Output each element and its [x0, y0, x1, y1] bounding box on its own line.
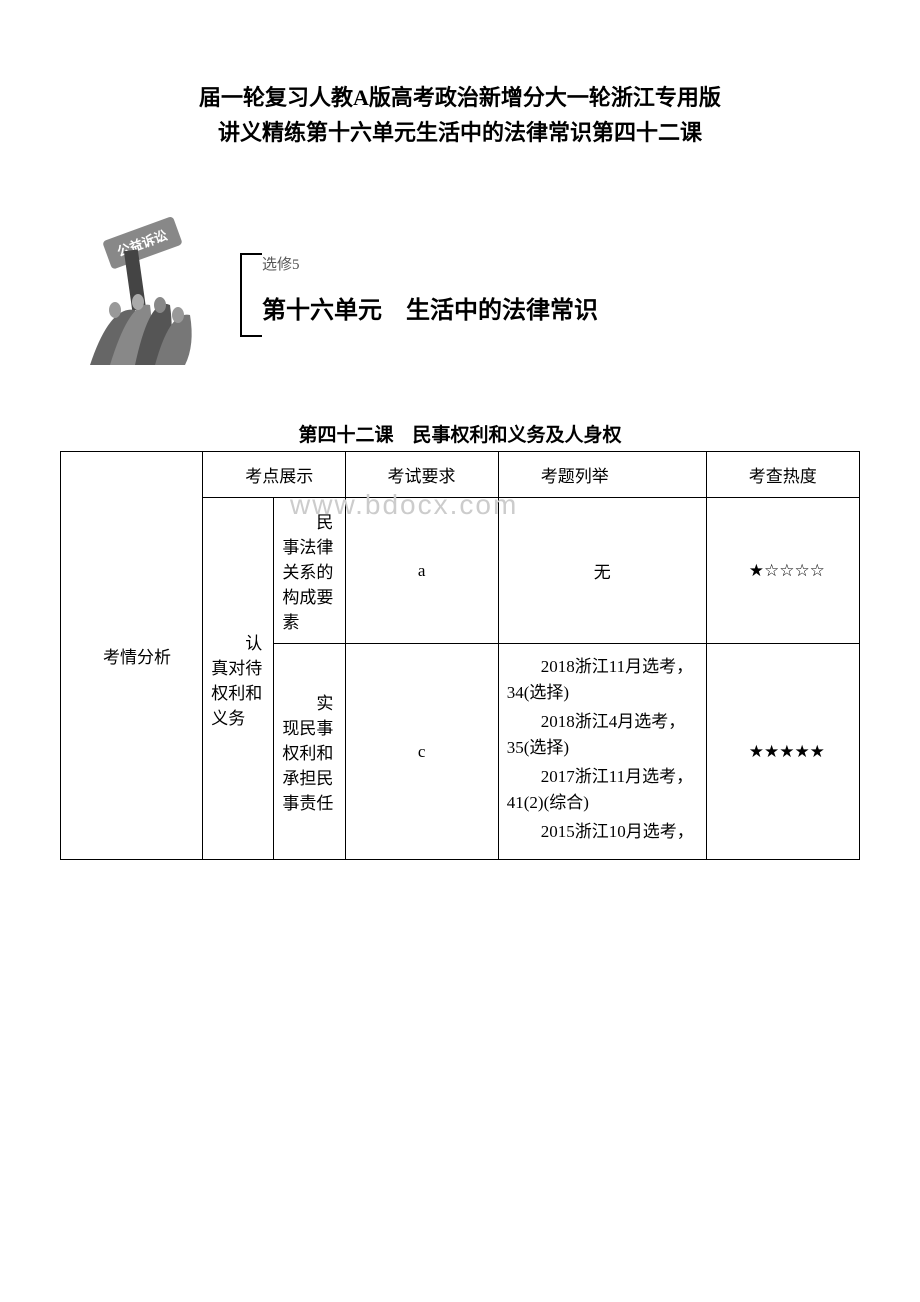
unit-header: 公益诉讼 选修5 第十六单元 生活中的法律常识: [60, 210, 860, 380]
display-header: 考点展示: [203, 452, 345, 498]
unit-title-box: 选修5 第十六单元 生活中的法律常识: [240, 253, 598, 337]
section-cell: 认真对待权利和义务: [203, 498, 274, 860]
analysis-cell: 考情分析: [61, 452, 203, 860]
requirement-cell: a: [345, 498, 498, 644]
topic-cell: 实现民事权利和承担民事责任: [274, 644, 345, 860]
lesson-title: 第四十二课 民事权利和义务及人身权: [60, 420, 860, 447]
exam-cell: 无: [498, 498, 706, 644]
requirement-cell: c: [345, 644, 498, 860]
heat-header: 考查热度: [706, 452, 859, 498]
exam-analysis-table: 考情分析 考点展示 考试要求 考题列举 考查热度 认真对待权利和义务 民事法律关…: [60, 451, 860, 860]
exam-cell: 2018浙江11月选考，34(选择) 2018浙江4月选考，35(选择) 201…: [498, 644, 706, 860]
banner-illustration: 公益诉讼: [60, 210, 230, 380]
requirement-header: 考试要求: [345, 452, 498, 498]
heat-cell: ★☆☆☆☆: [706, 498, 859, 644]
heat-cell: ★★★★★: [706, 644, 859, 860]
unit-title: 第十六单元 生活中的法律常识: [262, 282, 598, 337]
document-title: 届一轮复习人教A版高考政治新增分大一轮浙江专用版 讲义精练第十六单元生活中的法律…: [60, 80, 860, 150]
exam-list-header: 考题列举: [498, 452, 706, 498]
title-line-1: 届一轮复习人教A版高考政治新增分大一轮浙江专用版: [60, 80, 860, 115]
elective-label: 选修5: [262, 253, 598, 274]
topic-cell: 民事法律关系的构成要素: [274, 498, 345, 644]
title-line-2: 讲义精练第十六单元生活中的法律常识第四十二课: [60, 115, 860, 150]
table-header-row: 考情分析 考点展示 考试要求 考题列举 考查热度: [61, 452, 860, 498]
